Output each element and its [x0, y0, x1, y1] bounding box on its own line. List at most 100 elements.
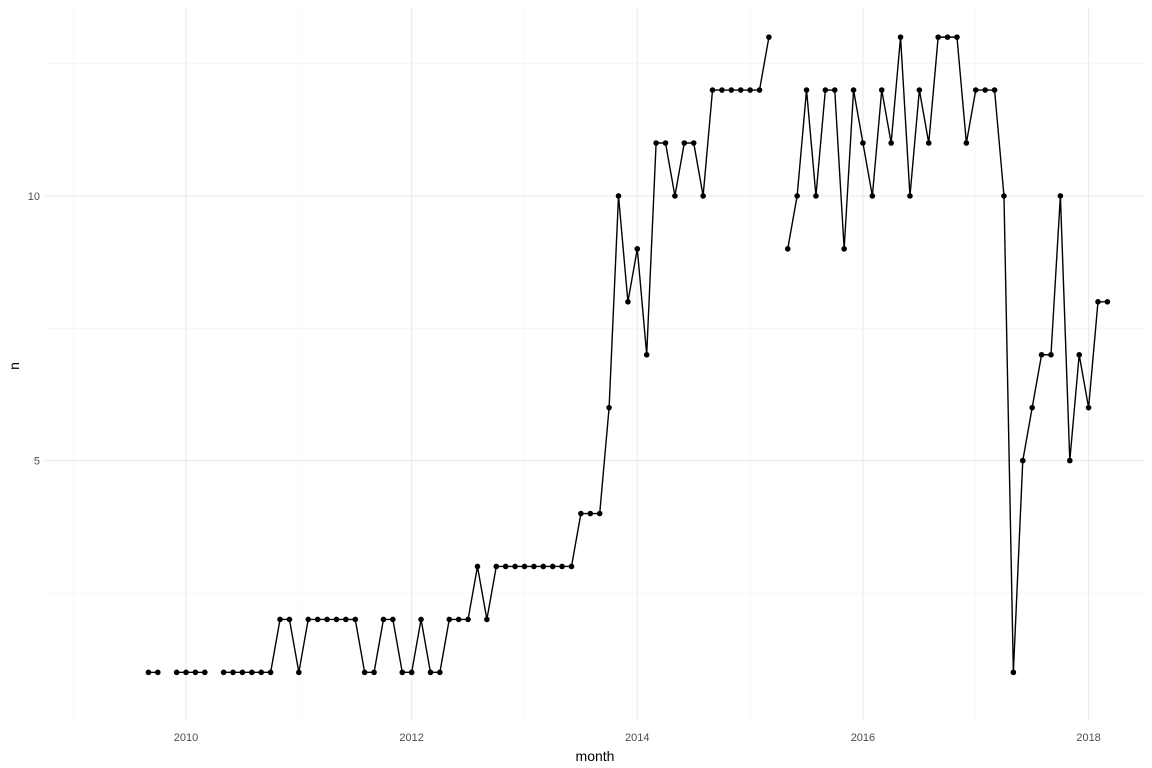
data-point — [1057, 193, 1064, 199]
data-point — [878, 87, 885, 93]
data-point — [1048, 351, 1054, 358]
data-point — [277, 616, 283, 623]
data-point — [850, 87, 857, 93]
data-point — [446, 616, 453, 623]
data-point — [841, 246, 847, 252]
data-point — [888, 140, 894, 146]
x-axis-title: month — [576, 748, 615, 764]
data-point — [249, 669, 255, 676]
data-point — [343, 616, 349, 623]
data-point — [916, 87, 923, 93]
data-point — [747, 87, 753, 93]
data-point — [258, 669, 265, 676]
data-point — [192, 669, 199, 676]
data-point — [173, 669, 180, 676]
data-point — [615, 193, 622, 199]
data-point — [145, 669, 152, 676]
data-point — [531, 563, 537, 570]
data-point — [549, 563, 556, 570]
data-point — [596, 510, 603, 517]
data-point — [897, 34, 904, 40]
data-point — [267, 669, 274, 676]
data-point — [643, 351, 650, 358]
data-point — [155, 669, 161, 676]
data-point — [380, 616, 387, 623]
data-point — [944, 34, 951, 40]
x-tick-label: 2010 — [174, 732, 198, 744]
data-point — [925, 140, 932, 146]
data-point — [634, 246, 641, 252]
data-point — [1001, 193, 1007, 199]
data-point — [390, 616, 396, 623]
data-point — [399, 669, 406, 676]
data-point — [794, 193, 800, 199]
series-lines — [148, 36, 1108, 674]
data-point — [831, 87, 838, 93]
data-point — [540, 563, 547, 570]
data-point — [766, 34, 772, 40]
x-tick-label: 2018 — [1076, 732, 1100, 744]
data-point — [625, 299, 631, 305]
x-tick-labels: 2010 2012 2014 2016 2018 — [174, 732, 1101, 744]
data-point — [314, 616, 321, 623]
data-point — [719, 87, 725, 93]
data-point — [502, 563, 509, 570]
y-tick-label: 10 — [28, 191, 40, 203]
data-point — [371, 669, 377, 676]
x-tick-label: 2014 — [625, 732, 649, 744]
data-point — [813, 193, 819, 199]
data-point — [737, 87, 744, 93]
data-point — [587, 510, 594, 517]
y-tick-labels: 5 10 — [28, 191, 40, 468]
data-point — [183, 669, 189, 676]
data-point — [493, 563, 500, 570]
data-point — [1095, 299, 1101, 305]
y-tick-label: 5 — [34, 456, 40, 468]
data-point — [230, 669, 236, 676]
data-point — [784, 246, 791, 252]
data-point — [352, 616, 359, 623]
data-point — [972, 87, 979, 93]
data-point — [408, 669, 415, 676]
data-point — [512, 563, 518, 570]
data-point — [963, 140, 970, 146]
x-tick-label: 2012 — [399, 732, 423, 744]
data-point — [1029, 404, 1035, 411]
data-point — [455, 616, 462, 623]
data-point — [606, 404, 612, 411]
data-point — [296, 669, 302, 676]
data-point — [907, 193, 913, 199]
minor-gridlines — [45, 8, 1145, 720]
data-point — [681, 140, 688, 146]
data-point — [728, 87, 735, 93]
data-point — [437, 669, 443, 676]
data-point — [324, 616, 330, 623]
data-point — [521, 563, 528, 570]
data-point — [1066, 457, 1073, 464]
data-point — [239, 669, 246, 676]
data-point — [822, 87, 829, 93]
data-point — [220, 669, 227, 676]
data-point — [662, 140, 669, 146]
data-point — [1085, 404, 1092, 411]
data-point — [1010, 669, 1017, 676]
series-line-segment — [223, 36, 770, 674]
data-point — [1076, 351, 1082, 358]
data-point — [869, 193, 876, 199]
data-point — [474, 563, 481, 570]
data-point — [578, 510, 584, 517]
data-point — [690, 140, 697, 146]
data-point — [991, 87, 998, 93]
y-axis-title: n — [6, 362, 22, 370]
data-point — [1019, 457, 1026, 464]
data-point — [935, 34, 941, 40]
data-point — [1104, 299, 1111, 305]
data-point — [672, 193, 678, 199]
series-points — [145, 34, 1111, 676]
data-point — [361, 669, 368, 676]
data-point — [202, 669, 208, 676]
data-point — [484, 616, 490, 623]
data-point — [333, 616, 340, 623]
